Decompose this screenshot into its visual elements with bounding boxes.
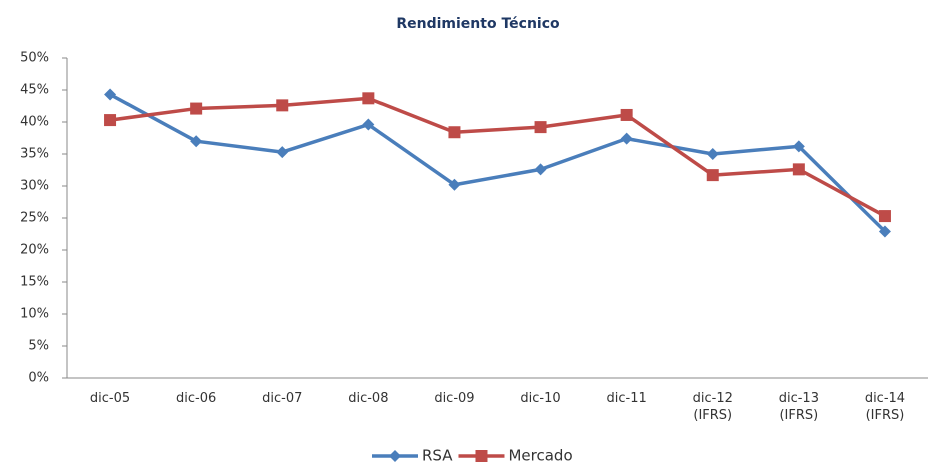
x-tick-label: dic-13 (IFRS) xyxy=(778,391,819,423)
line xyxy=(109,96,886,218)
marker xyxy=(362,92,375,105)
x-tick-label: dic-10 xyxy=(520,391,561,406)
y-tick-label: 0% xyxy=(28,371,49,386)
y-tick-label: 5% xyxy=(28,339,49,354)
marker xyxy=(448,126,461,139)
marker xyxy=(878,210,891,223)
marker xyxy=(534,163,547,176)
y-tick-label: 45% xyxy=(20,83,49,98)
marker xyxy=(190,102,203,115)
marker xyxy=(706,148,719,160)
marker xyxy=(792,140,805,153)
x-tick-label: dic-12 (IFRS) xyxy=(692,391,733,423)
marker xyxy=(706,169,719,182)
x-tick-label: dic-06 xyxy=(176,391,217,406)
y-tick-label: 20% xyxy=(20,243,49,258)
y-tick-label: 35% xyxy=(20,147,49,162)
y-tick-label: 15% xyxy=(20,275,49,290)
marker xyxy=(534,121,547,134)
marker xyxy=(792,163,805,176)
y-tick-label: 30% xyxy=(20,179,49,194)
legend-label: Mercado xyxy=(508,447,572,464)
x-tick-label: dic-08 xyxy=(348,391,389,406)
y-tick-label: 25% xyxy=(20,211,49,226)
x-tick-label: dic-05 xyxy=(89,391,131,406)
legend-label: RSA xyxy=(422,447,453,464)
marker xyxy=(104,88,117,101)
x-tick-label: dic-09 xyxy=(434,391,475,406)
marker xyxy=(878,225,891,238)
marker xyxy=(620,132,633,145)
x-tick-label: dic-07 xyxy=(262,391,303,406)
y-tick-label: 50% xyxy=(20,51,49,66)
line xyxy=(109,92,887,233)
y-tick-label: 10% xyxy=(20,307,49,322)
x-tick-label: dic-11 xyxy=(606,391,647,406)
marker xyxy=(475,450,488,462)
marker xyxy=(448,178,461,191)
chart-title: Rendimiento Técnico xyxy=(396,16,560,32)
y-tick-label: 40% xyxy=(20,115,49,130)
marker xyxy=(362,118,375,131)
marker xyxy=(276,99,289,112)
marker xyxy=(389,450,401,462)
x-tick-label: dic-14 (IFRS) xyxy=(864,391,906,423)
marker xyxy=(104,114,117,127)
marker xyxy=(620,108,633,121)
marker xyxy=(190,135,203,148)
marker xyxy=(276,146,289,159)
